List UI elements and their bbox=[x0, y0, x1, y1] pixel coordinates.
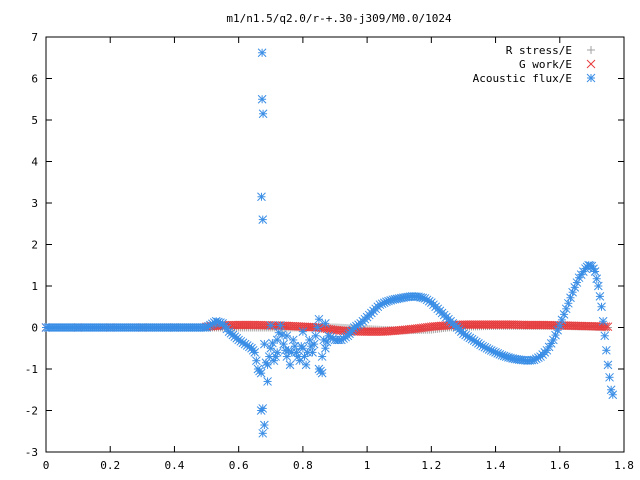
data-point bbox=[603, 360, 613, 370]
legend-label: G work/E bbox=[519, 58, 572, 71]
data-point bbox=[555, 321, 565, 330]
data-point bbox=[258, 215, 268, 224]
plot-frame bbox=[45, 36, 625, 453]
data-point bbox=[300, 352, 309, 361]
x-tick-label: 0.4 bbox=[165, 459, 185, 472]
data-point bbox=[312, 323, 322, 332]
legend-marker bbox=[587, 46, 595, 54]
data-point bbox=[260, 339, 269, 349]
data-point bbox=[599, 322, 609, 331]
data-point bbox=[258, 404, 268, 413]
data-point bbox=[317, 368, 327, 378]
x-tick-label: 1.2 bbox=[421, 459, 441, 472]
data-point bbox=[608, 390, 618, 400]
series-2 bbox=[41, 48, 618, 438]
data-point bbox=[321, 318, 330, 328]
data-point bbox=[595, 292, 605, 301]
data-point bbox=[597, 302, 606, 312]
data-point bbox=[257, 94, 267, 104]
data-point bbox=[592, 274, 602, 284]
data-point bbox=[256, 368, 266, 378]
data-point bbox=[257, 48, 267, 58]
series-layer bbox=[41, 48, 618, 438]
data-point bbox=[317, 352, 327, 361]
x-tick-label: 0.8 bbox=[293, 459, 313, 472]
data-point bbox=[561, 304, 571, 314]
y-tick-label: 6 bbox=[31, 73, 38, 86]
data-point bbox=[605, 372, 614, 382]
y-tick-label: 2 bbox=[31, 239, 38, 252]
legend-marker bbox=[586, 73, 596, 83]
legend-label: R stress/E bbox=[506, 44, 572, 57]
y-tick-label: 5 bbox=[31, 114, 38, 127]
legend-marker bbox=[586, 59, 596, 69]
data-point bbox=[563, 298, 573, 308]
data-point bbox=[601, 345, 611, 355]
x-tick-label: 0 bbox=[43, 459, 50, 472]
chart-title: m1/n1.5/q2.0/r-+.30-j309/M0.0/1024 bbox=[226, 12, 452, 25]
data-point bbox=[301, 360, 311, 370]
data-point bbox=[559, 310, 569, 319]
data-point bbox=[606, 385, 616, 395]
data-point bbox=[311, 331, 321, 341]
data-point bbox=[266, 343, 276, 353]
data-point bbox=[285, 360, 295, 370]
data-point bbox=[593, 281, 603, 291]
data-point bbox=[251, 356, 261, 366]
data-point bbox=[258, 428, 268, 438]
y-tick-label: -3 bbox=[25, 446, 38, 459]
data-point bbox=[272, 348, 282, 357]
data-point bbox=[279, 339, 288, 349]
data-point bbox=[260, 420, 269, 430]
data-point bbox=[308, 348, 317, 357]
legend-label: Acoustic flux/E bbox=[473, 72, 572, 85]
data-point bbox=[263, 377, 272, 386]
data-point bbox=[566, 293, 575, 303]
y-tick-label: 7 bbox=[31, 31, 38, 44]
data-point bbox=[266, 321, 276, 330]
data-point bbox=[276, 321, 285, 330]
y-tick-label: 0 bbox=[31, 322, 38, 335]
data-point bbox=[354, 320, 363, 330]
x-tick-label: 1.6 bbox=[550, 459, 570, 472]
y-axis: -3 -2 -1 0 1 2 3 4 5 6 7 bbox=[25, 31, 624, 459]
y-tick-label: -1 bbox=[25, 363, 38, 376]
x-tick-label: 0.2 bbox=[100, 459, 120, 472]
data-point bbox=[258, 109, 268, 119]
x-tick-label: 0.6 bbox=[229, 459, 249, 472]
data-point bbox=[424, 296, 434, 306]
x-tick-label: 1.4 bbox=[486, 459, 506, 472]
data-point bbox=[568, 287, 577, 297]
data-point bbox=[309, 339, 319, 349]
data-point bbox=[570, 283, 580, 292]
y-tick-label: 4 bbox=[31, 156, 38, 169]
data-point bbox=[339, 334, 348, 343]
y-tick-label: -2 bbox=[25, 405, 38, 418]
data-point bbox=[590, 267, 600, 276]
y-tick-label: 1 bbox=[31, 280, 38, 293]
x-tick-label: 1.8 bbox=[614, 459, 634, 472]
data-point bbox=[288, 335, 298, 345]
x-axis: 0 0.2 0.4 0.6 0.8 1 1.2 1.4 1.6 1.8 bbox=[43, 37, 634, 472]
data-point bbox=[250, 348, 260, 357]
x-tick-label: 1 bbox=[364, 459, 371, 472]
y-tick-label: 3 bbox=[31, 197, 38, 210]
data-point bbox=[257, 192, 266, 202]
data-point bbox=[600, 331, 610, 341]
data-point bbox=[598, 316, 608, 326]
data-point bbox=[557, 315, 567, 325]
data-point bbox=[298, 327, 308, 337]
data-point bbox=[321, 343, 330, 353]
